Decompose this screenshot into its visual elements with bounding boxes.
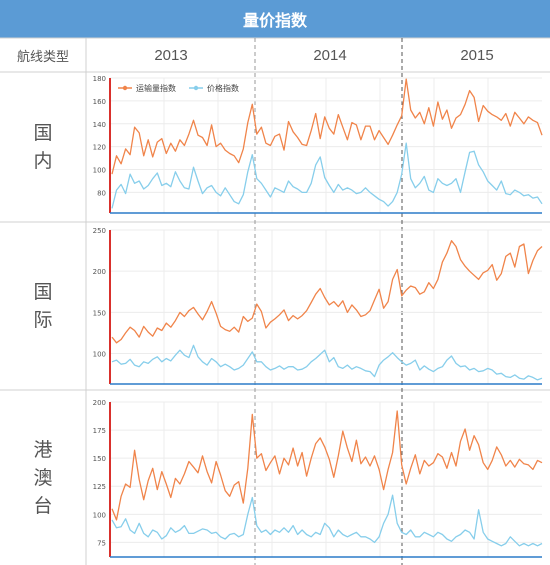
route-type-header: 航线类型: [16, 49, 69, 65]
y-tick-label: 180: [93, 75, 106, 83]
y-tick-label: 175: [93, 427, 106, 435]
row-label-hk-macao-taiwan: 港 澳 台: [0, 390, 86, 565]
series-line-price: [111, 142, 543, 209]
y-tick-label: 140: [93, 121, 106, 129]
chart-panel-0: 80 100 120 140 160 180 运输量指数 价格指数: [93, 75, 543, 214]
legend-marker: [122, 85, 128, 91]
y-tick-label: 100: [93, 167, 106, 175]
row-label-domestic: 国 内: [0, 72, 86, 222]
legend: 运输量指数 价格指数: [118, 83, 239, 93]
y-tick-label: 150: [93, 309, 106, 317]
row-label-international: 国 际: [0, 222, 86, 390]
y-tick-label: 100: [93, 351, 106, 359]
y-tick-label: 75: [97, 539, 106, 547]
series-line-freight: [111, 240, 543, 344]
y-tick-label: 160: [93, 98, 106, 106]
legend-label-freight: 运输量指数: [136, 83, 176, 93]
year-header-2013: 2013: [154, 46, 188, 64]
row-label-char: 港: [33, 438, 53, 461]
chart-panel-2: 75 100 125 150 175 200: [93, 399, 543, 558]
row-label-char: 内: [33, 150, 53, 172]
y-tick-label: 120: [93, 144, 106, 152]
page-title: 量价指数: [0, 0, 550, 38]
row-label-char: 国: [33, 122, 53, 144]
row-label-char: 台: [33, 494, 53, 517]
y-tick-label: 80: [97, 189, 106, 197]
legend-label-price: 价格指数: [207, 83, 239, 93]
y-tick-label: 150: [93, 455, 106, 463]
legend-marker: [193, 85, 199, 91]
year-header-2015: 2015: [460, 46, 494, 64]
year-header-2014: 2014: [313, 46, 347, 64]
y-tick-label: 200: [93, 399, 106, 407]
series-line-freight: [111, 78, 543, 175]
y-tick-label: 250: [93, 227, 106, 235]
chart-panel-1: 100 150 200 250: [93, 227, 543, 385]
row-label-char: 澳: [33, 466, 53, 489]
y-tick-label: 100: [93, 511, 106, 519]
row-label-char: 际: [33, 309, 53, 331]
series-line-price: [111, 344, 543, 381]
row-label-char: 国: [33, 281, 53, 303]
series-line-price: [111, 494, 543, 547]
y-tick-label: 200: [93, 268, 106, 276]
y-tick-label: 125: [93, 483, 106, 491]
series-line-freight: [111, 410, 543, 521]
